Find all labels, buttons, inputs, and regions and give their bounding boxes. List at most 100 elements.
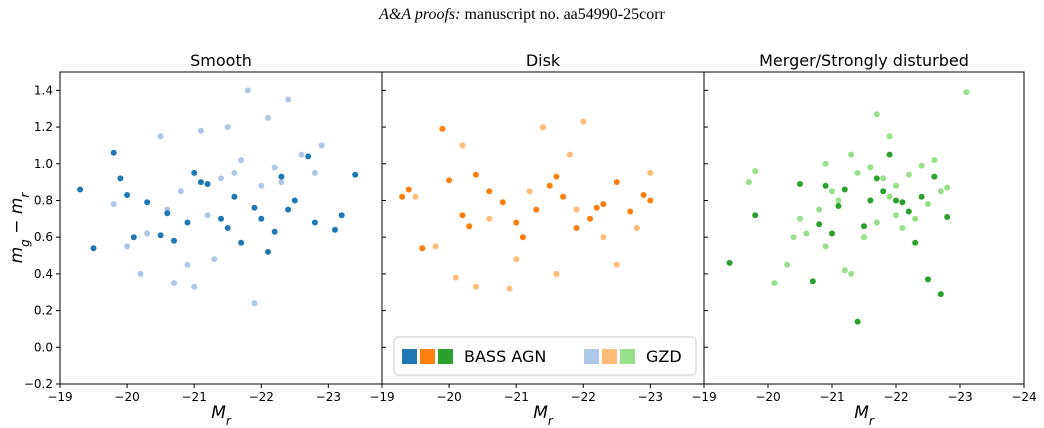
x-tick-label: −20 xyxy=(436,390,461,404)
point-agn xyxy=(124,192,131,198)
point-agn xyxy=(218,215,224,222)
point-agn xyxy=(593,204,600,211)
legend-swatch-smooth-agn xyxy=(402,349,417,364)
x-tick-label: −20 xyxy=(755,390,780,404)
point-agn xyxy=(560,193,567,200)
point-agn xyxy=(886,151,893,158)
point-agn xyxy=(472,171,479,178)
point-agn xyxy=(841,186,848,193)
point-agn xyxy=(513,219,520,226)
legend-swatch-merger-agn xyxy=(438,349,453,364)
point-gzd xyxy=(931,157,938,164)
point-agn xyxy=(573,225,580,231)
point-gzd xyxy=(633,225,640,231)
x-tick-label: −24 xyxy=(1011,390,1036,404)
x-tick-label: −20 xyxy=(114,390,139,404)
point-agn xyxy=(627,208,634,215)
point-agn xyxy=(647,197,654,204)
point-agn xyxy=(937,291,944,298)
point-gzd xyxy=(211,256,218,263)
point-gzd xyxy=(822,160,829,167)
point-agn xyxy=(899,199,906,206)
point-gzd xyxy=(238,157,245,164)
point-gzd xyxy=(318,142,325,149)
point-gzd xyxy=(553,270,560,277)
point-gzd xyxy=(816,206,823,213)
point-agn xyxy=(486,188,493,195)
point-agn xyxy=(439,125,446,132)
point-agn xyxy=(546,182,553,189)
point-agn xyxy=(184,219,191,226)
point-gzd xyxy=(899,225,906,231)
point-gzd xyxy=(745,179,752,186)
point-gzd xyxy=(124,243,131,250)
point-agn xyxy=(311,219,318,226)
panel-title-0: Smooth xyxy=(190,51,252,70)
point-gzd xyxy=(886,193,893,200)
x-tick-label: −22 xyxy=(571,390,596,404)
y-tick-label: 0.0 xyxy=(34,340,53,354)
point-agn xyxy=(110,149,117,156)
panel-1: Disk −19 −20 −21 −22 −23 Mr xyxy=(369,51,705,428)
point-agn xyxy=(752,212,759,219)
point-agn xyxy=(265,248,271,255)
point-gzd xyxy=(944,184,951,191)
point-gzd xyxy=(432,243,439,250)
point-gzd xyxy=(912,215,919,222)
point-agn xyxy=(912,239,919,246)
point-gzd xyxy=(184,261,191,268)
point-agn xyxy=(191,169,198,176)
point-gzd xyxy=(197,127,204,134)
point-gzd xyxy=(251,300,258,307)
point-agn xyxy=(809,278,816,285)
point-agn xyxy=(117,175,124,182)
point-gzd xyxy=(771,280,778,287)
point-agn xyxy=(466,223,473,230)
x-tick-label: −22 xyxy=(883,390,908,404)
legend-swatch-merger-gzd xyxy=(620,349,635,364)
x-tick-label: −23 xyxy=(316,390,341,404)
point-agn xyxy=(519,234,526,241)
y-axis-label: mg − mr xyxy=(7,192,32,264)
point-agn xyxy=(197,179,204,186)
point-gzd xyxy=(784,261,791,268)
point-agn xyxy=(278,173,285,180)
panel-2: Merger/Strongly disturbed −19 −20 −21 −22 −23… xyxy=(691,51,1036,428)
point-agn xyxy=(338,212,345,219)
point-gzd xyxy=(144,230,151,237)
point-gzd xyxy=(231,169,238,176)
legend-swatch-smooth-gzd xyxy=(584,349,599,364)
point-gzd xyxy=(244,87,251,94)
point-gzd xyxy=(848,151,855,158)
panel-title-1: Disk xyxy=(526,51,561,70)
point-agn xyxy=(797,181,803,187)
point-agn xyxy=(164,210,171,217)
point-gzd xyxy=(311,169,318,176)
page-header: A&A proofs: manuscript no. aa54990-25cor… xyxy=(0,6,1044,24)
point-agn xyxy=(90,245,97,252)
point-agn xyxy=(399,193,406,200)
x-tick-label: −23 xyxy=(947,390,972,404)
point-agn xyxy=(291,197,298,204)
x-axis-label-1: Mr xyxy=(533,403,554,428)
y-tick-label: 0.6 xyxy=(34,230,53,244)
point-gzd xyxy=(835,197,842,204)
point-agn xyxy=(931,173,938,180)
x-tick-label: −19 xyxy=(47,390,72,404)
point-agn xyxy=(157,232,164,239)
point-gzd xyxy=(278,179,285,186)
point-gzd xyxy=(925,201,931,208)
point-gzd xyxy=(412,193,419,200)
point-gzd xyxy=(110,201,117,208)
point-gzd xyxy=(841,267,848,274)
point-gzd xyxy=(918,162,925,169)
point-agn xyxy=(726,259,733,266)
y-tick-label: 1.0 xyxy=(34,157,53,171)
x-tick-label: −23 xyxy=(638,390,663,404)
point-gzd xyxy=(861,234,867,241)
point-gzd xyxy=(867,164,874,171)
point-gzd xyxy=(848,270,855,277)
point-gzd xyxy=(171,280,177,287)
point-gzd xyxy=(191,283,198,290)
point-agn xyxy=(231,193,238,200)
